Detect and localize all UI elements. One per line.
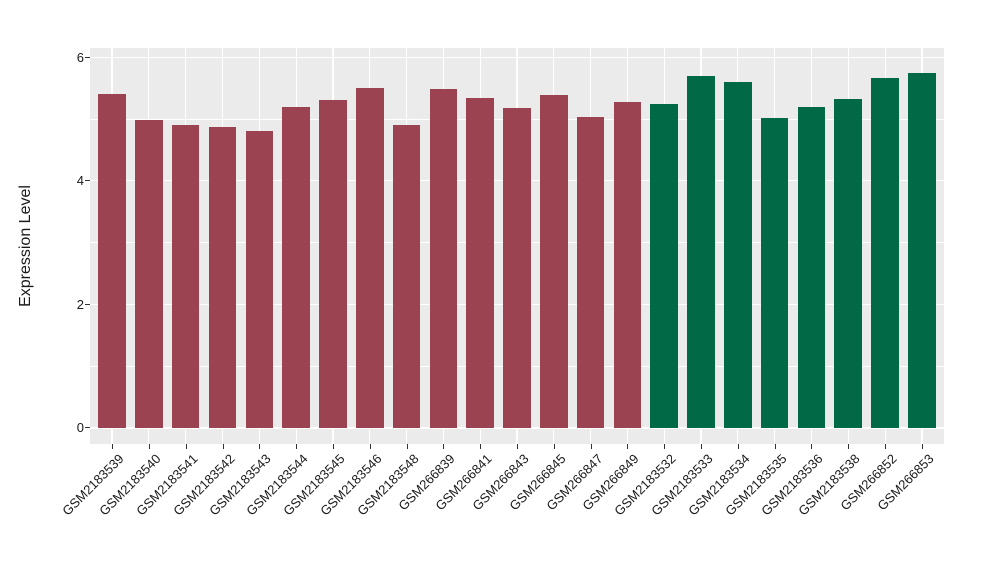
bar-GSM2183536	[797, 106, 826, 428]
bar-GSM266852	[871, 77, 899, 428]
plot-panel	[90, 48, 944, 444]
x-axis-tick	[848, 444, 850, 449]
bar-GSM2183543	[245, 131, 274, 428]
bar-GSM2183541	[171, 124, 200, 428]
bar-GSM266841	[466, 98, 494, 428]
x-axis-tick	[701, 444, 703, 449]
x-axis-tick	[259, 444, 261, 449]
x-axis-tick	[664, 444, 666, 449]
x-axis-tick	[480, 444, 482, 449]
y-axis-tick	[85, 303, 90, 305]
x-axis-tick	[112, 444, 114, 449]
bar-GSM2183534	[724, 81, 752, 428]
bar-GSM2183533	[687, 75, 715, 428]
x-axis-tick	[148, 444, 150, 449]
x-axis-tick	[737, 444, 739, 449]
bar-GSM2183542	[208, 127, 237, 428]
bar-GSM266843	[503, 107, 531, 428]
y-axis-tick	[85, 56, 90, 58]
bar-GSM2183544	[282, 106, 310, 428]
x-axis-tick	[369, 444, 371, 449]
bar-GSM2183532	[650, 103, 679, 428]
x-axis-tick	[774, 444, 776, 449]
x-axis-tick	[811, 444, 813, 449]
bar-GSM266853	[908, 73, 936, 428]
bar-GSM266847	[576, 116, 605, 428]
x-axis-tick	[296, 444, 298, 449]
bar-GSM2183540	[135, 120, 163, 428]
y-axis-tick-label: 0	[76, 420, 84, 436]
x-axis-tick	[406, 444, 408, 449]
bar-GSM266839	[429, 89, 458, 428]
bar-GSM2183539	[98, 94, 126, 428]
bar-GSM2183545	[319, 99, 347, 428]
x-axis-tick	[590, 444, 592, 449]
x-axis-tick	[517, 444, 518, 449]
x-axis-tick	[332, 444, 334, 449]
x-axis-tick	[443, 444, 445, 449]
y-axis-tick-label: 2	[76, 296, 84, 312]
x-axis-tick	[222, 444, 224, 449]
bar-GSM266845	[540, 94, 568, 428]
y-axis-title: Expression Level	[17, 185, 34, 307]
y-axis-tick-label: 4	[76, 173, 84, 189]
x-axis-tick	[627, 444, 629, 449]
bar-GSM2183535	[760, 118, 789, 428]
bar-GSM2183546	[355, 88, 384, 428]
y-axis-tick	[85, 180, 90, 182]
x-axis-tick	[553, 444, 555, 449]
x-axis-tick	[885, 444, 887, 449]
x-axis-tick	[921, 444, 923, 449]
y-axis-tick	[85, 427, 90, 429]
bar-GSM2183538	[834, 98, 863, 428]
x-axis-tick	[185, 444, 187, 449]
bar-GSM266849	[613, 101, 642, 428]
y-axis-tick-label: 6	[76, 49, 84, 65]
bar-GSM2183548	[392, 124, 421, 428]
